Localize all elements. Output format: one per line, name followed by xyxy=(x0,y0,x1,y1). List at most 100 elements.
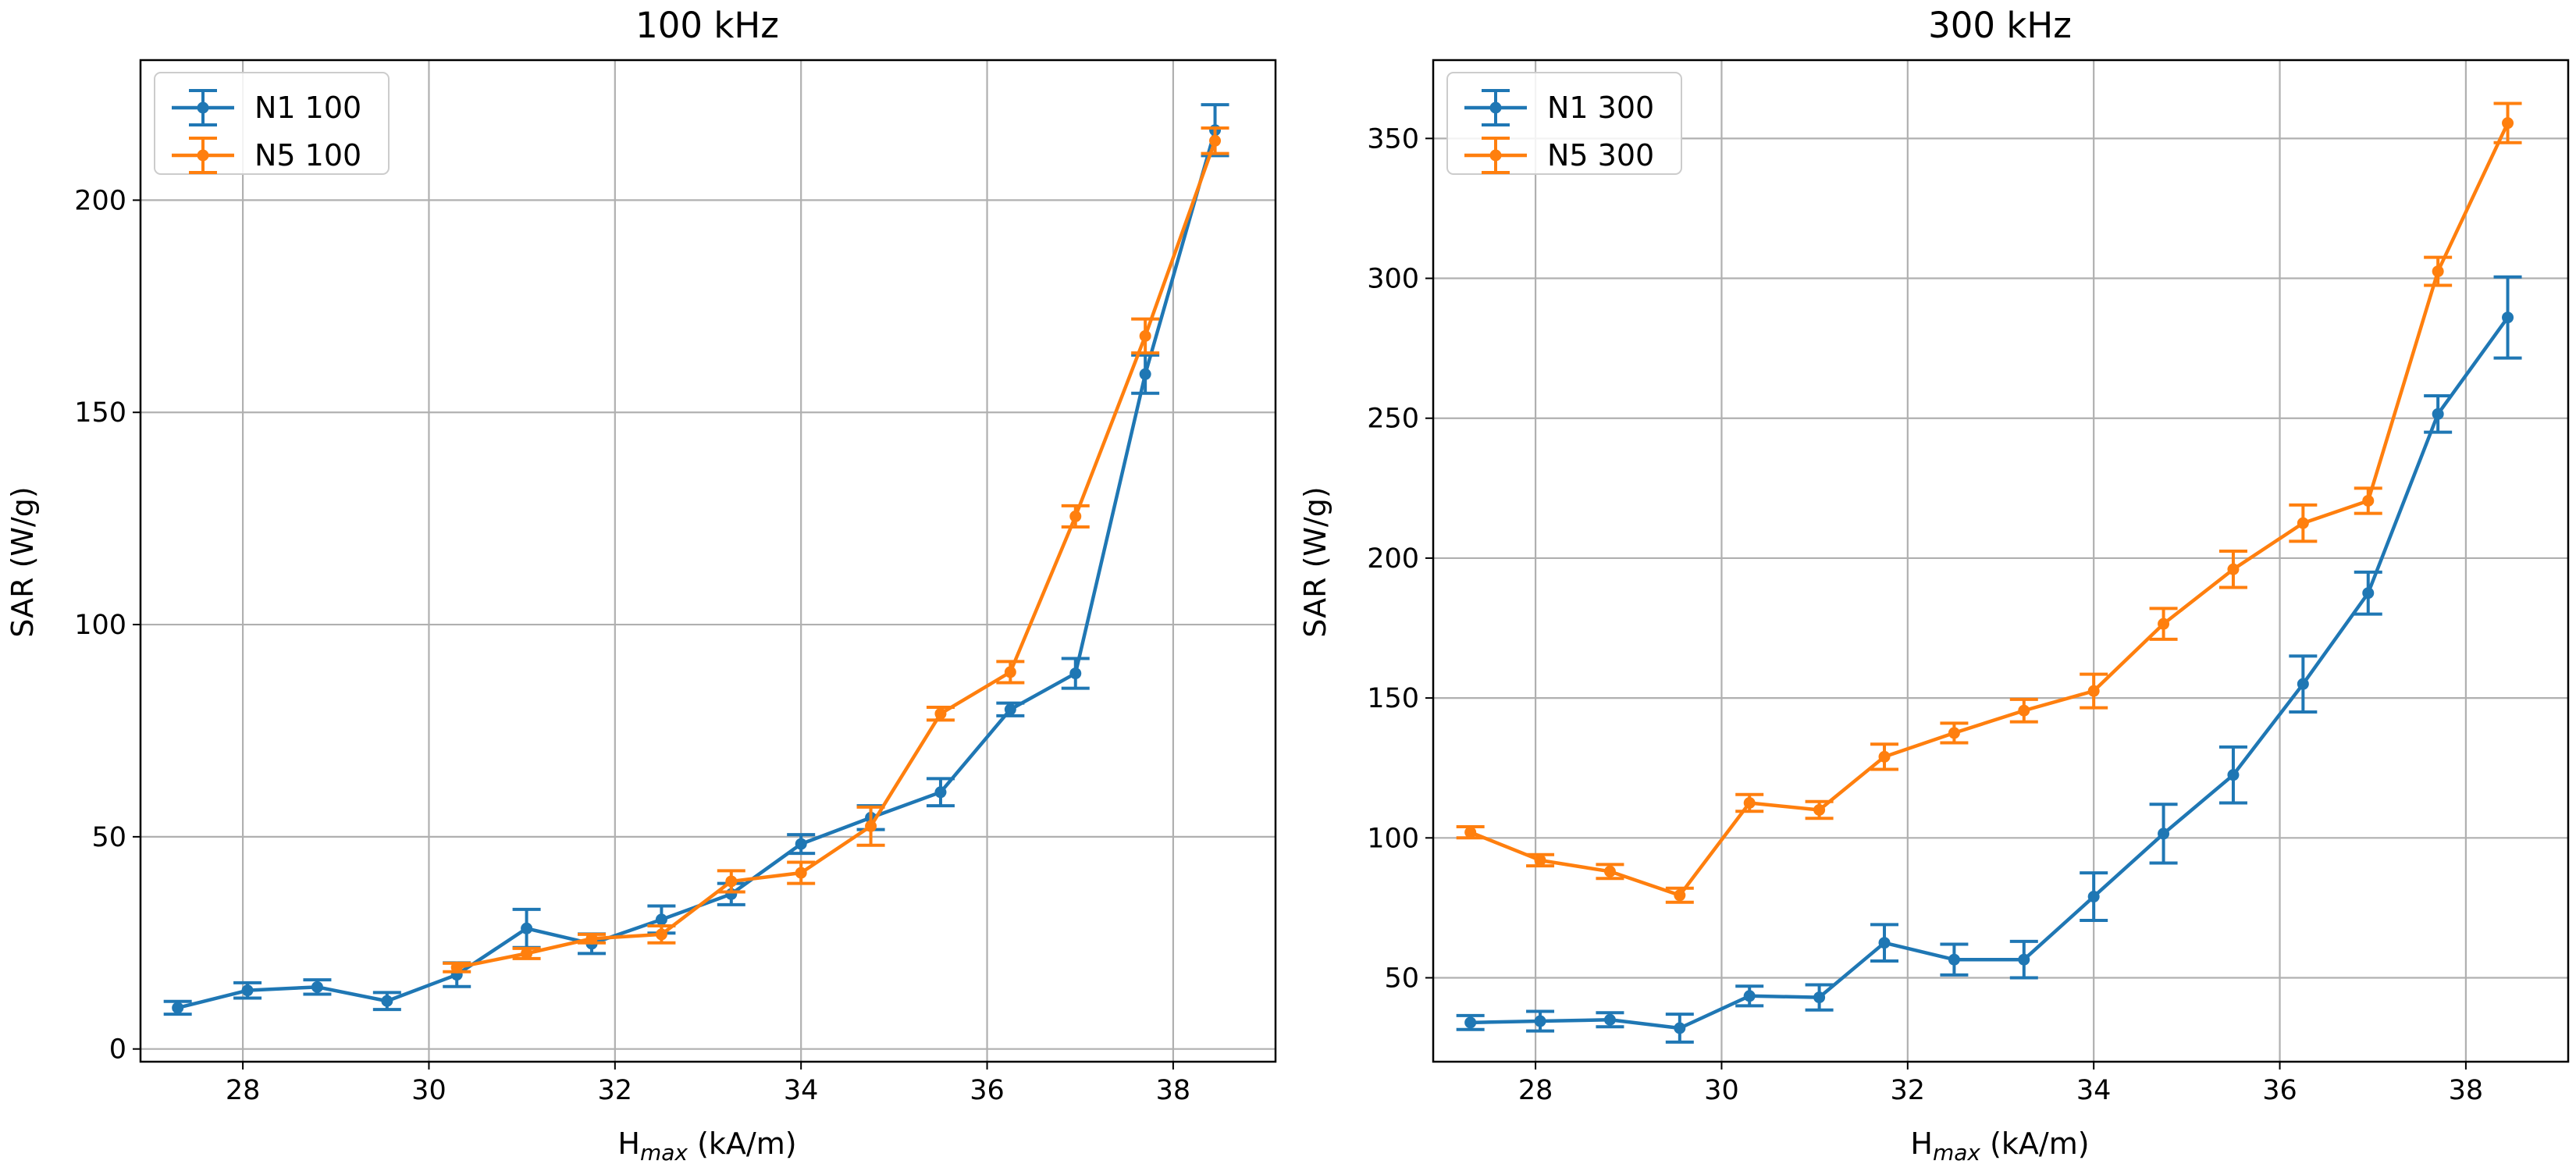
legend-box xyxy=(1446,72,1682,175)
y-tick-label: 350 xyxy=(1367,123,1419,155)
data-point xyxy=(311,981,323,993)
legend-swatch-marker xyxy=(197,149,209,162)
data-point xyxy=(2502,117,2514,130)
data-point xyxy=(241,984,254,997)
x-axis-label-main: H xyxy=(1910,1127,1933,1161)
data-point xyxy=(1004,666,1016,678)
y-tick-label: 100 xyxy=(74,610,126,641)
x-axis-label: Hmax (kA/m) xyxy=(617,1127,796,1166)
data-point xyxy=(1674,1022,1686,1034)
data-point xyxy=(1139,329,1151,342)
data-point xyxy=(2432,408,2444,420)
plot-frame xyxy=(1432,59,2570,1063)
data-point xyxy=(1139,368,1151,380)
x-tick-label: 34 xyxy=(2076,1075,2112,1106)
x-tick-label: 36 xyxy=(970,1075,1005,1106)
data-point xyxy=(1209,134,1222,147)
y-tick-label: 150 xyxy=(74,397,126,429)
x-axis-label-unit: (kA/m) xyxy=(1980,1127,2090,1161)
data-point xyxy=(2087,891,2100,903)
x-tick-label: 34 xyxy=(784,1075,819,1106)
data-point xyxy=(1743,796,1756,809)
data-point xyxy=(2087,685,2100,697)
y-axis-label: SAR (W/g) xyxy=(5,486,40,637)
data-point xyxy=(1603,1013,1616,1026)
x-tick-label: 38 xyxy=(2449,1075,2484,1106)
data-point xyxy=(934,786,947,799)
data-point xyxy=(1878,937,1891,949)
data-point xyxy=(795,867,807,879)
x-tick-label: 32 xyxy=(1891,1075,1926,1106)
legend-label: N5 100 xyxy=(254,138,361,173)
x-tick-label: 28 xyxy=(1518,1075,1553,1106)
x-axis-label-subscript: max xyxy=(1933,1140,1980,1166)
x-tick-label: 28 xyxy=(226,1075,261,1106)
data-point xyxy=(2227,769,2240,781)
data-point xyxy=(1813,803,1826,816)
data-point xyxy=(934,707,947,720)
legend-swatch-marker xyxy=(1489,149,1502,162)
x-axis-label-main: H xyxy=(617,1127,640,1161)
legend-label: N1 100 xyxy=(254,91,361,125)
legend-swatch-marker xyxy=(1489,101,1502,114)
data-point xyxy=(585,932,598,945)
plot-frame xyxy=(139,59,1277,1063)
data-point xyxy=(2158,828,2170,840)
y-tick-label: 100 xyxy=(1367,823,1419,854)
data-point xyxy=(2432,265,2444,278)
data-point xyxy=(381,995,393,1007)
data-point xyxy=(655,913,667,926)
x-tick-label: 36 xyxy=(2262,1075,2297,1106)
x-axis-label-subscript: max xyxy=(640,1140,688,1166)
x-axis-label: Hmax (kA/m) xyxy=(1910,1127,2089,1166)
legend-label: N1 300 xyxy=(1547,91,1654,125)
tick-marks: 28 30 32 34 36 38 50 100 150 200 250 300 350 xyxy=(1367,123,2483,1106)
series-n1-300 xyxy=(1456,275,2522,1044)
data-point xyxy=(2158,618,2170,630)
legend: N1 300 N5 300 xyxy=(1446,72,1682,175)
data-point xyxy=(655,928,667,941)
data-point xyxy=(795,838,807,850)
legend-label: N5 300 xyxy=(1547,138,1654,173)
series-line xyxy=(456,140,1217,970)
chart-panel-300khz: 300 kHz SAR (W/g) Hmax (kA/m) 28 30 32 34 36… xyxy=(1298,5,2570,1166)
data-point xyxy=(1743,990,1756,1002)
y-tick-label: 250 xyxy=(1367,404,1419,435)
data-point xyxy=(521,947,533,959)
data-point xyxy=(1948,953,1960,966)
data-point xyxy=(521,922,533,934)
x-tick-label: 38 xyxy=(1156,1075,1191,1106)
data-point xyxy=(2297,517,2309,529)
data-point xyxy=(1603,865,1616,877)
data-point xyxy=(1534,1015,1546,1027)
series-n1-100 xyxy=(163,103,1229,1016)
data-point xyxy=(1948,727,1960,739)
data-point xyxy=(2018,704,2030,717)
data-point xyxy=(172,1002,184,1014)
y-tick-label: 200 xyxy=(1367,543,1419,575)
data-point xyxy=(865,820,877,832)
series-n5-300 xyxy=(1456,101,2522,904)
data-point xyxy=(450,961,463,973)
data-point xyxy=(2502,311,2514,324)
data-point xyxy=(1069,667,1082,680)
grid-lines xyxy=(1433,60,2568,1062)
x-tick-label: 30 xyxy=(411,1075,447,1106)
y-tick-label: 200 xyxy=(74,185,126,216)
legend: N1 100 N5 100 xyxy=(154,72,390,175)
data-point xyxy=(725,875,738,888)
data-point xyxy=(1464,826,1477,838)
y-tick-label: 300 xyxy=(1367,264,1419,295)
series-line xyxy=(1469,122,2510,898)
legend-swatch-marker xyxy=(197,101,209,114)
y-tick-label: 150 xyxy=(1367,683,1419,714)
data-point xyxy=(2362,587,2375,600)
data-point xyxy=(1878,750,1891,763)
y-tick-label: 0 xyxy=(109,1034,126,1066)
tick-marks: 28 30 32 34 36 38 0 50 100 150 200 xyxy=(74,185,1190,1106)
data-point xyxy=(1069,510,1082,522)
y-axis-label: SAR (W/g) xyxy=(1298,486,1332,637)
series-line xyxy=(177,130,1217,1010)
x-tick-label: 30 xyxy=(1704,1075,1739,1106)
